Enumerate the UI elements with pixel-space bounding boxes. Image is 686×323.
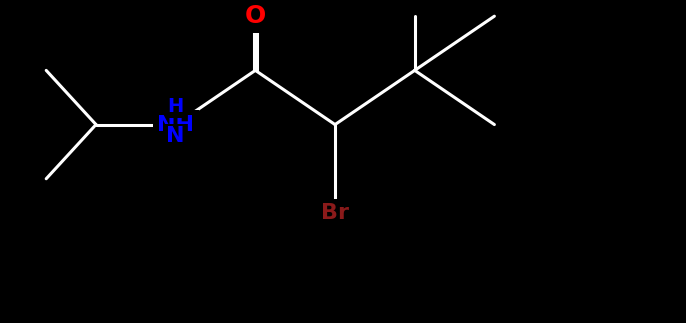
Text: O: O: [245, 4, 266, 28]
Text: O: O: [245, 4, 266, 28]
Text: NH: NH: [157, 115, 194, 135]
Text: H: H: [167, 97, 184, 116]
Text: N: N: [167, 126, 185, 146]
Text: Br: Br: [321, 203, 349, 223]
Text: Br: Br: [321, 203, 349, 223]
